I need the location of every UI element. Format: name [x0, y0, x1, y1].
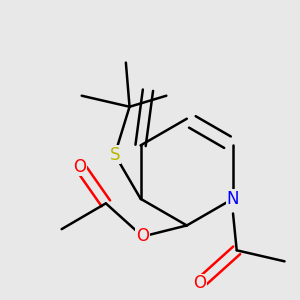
- Text: O: O: [74, 158, 87, 175]
- Text: N: N: [227, 190, 239, 208]
- Text: S: S: [110, 146, 120, 164]
- Text: O: O: [194, 274, 206, 292]
- Text: O: O: [136, 227, 149, 245]
